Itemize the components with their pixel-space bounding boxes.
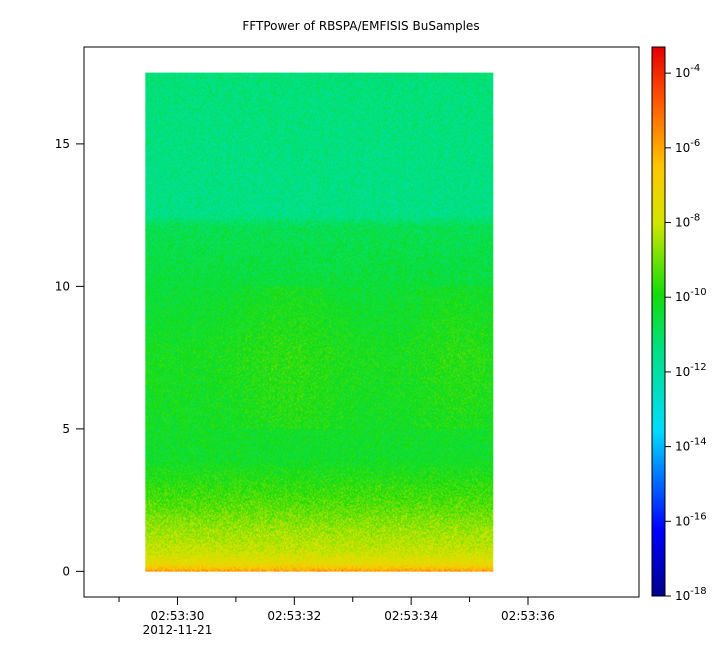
y-tick-label: 10 (55, 279, 70, 293)
x-tick-label: 02:53:32 (267, 609, 321, 623)
colorbar-tick-label: 10-16 (675, 511, 707, 528)
x-tick-label: 02:53:34 (384, 609, 438, 623)
colorbar-gradient (652, 47, 665, 596)
colorbar-frame (651, 46, 666, 597)
y-tick-label: 0 (62, 564, 70, 578)
x-tick-label: 02:53:30 (151, 609, 205, 623)
y-tick-label: 5 (62, 422, 70, 436)
colorbar-tick-label: 10-6 (675, 138, 700, 155)
colorbar-tick-label: 10-14 (675, 437, 707, 454)
y-axis: 0 5 10 15 (55, 137, 84, 578)
colorbar-tick-label: 10-18 (675, 586, 707, 603)
chart-title: FFTPower of RBSPA/EMFISIS BuSamples (242, 19, 479, 33)
colorbar-tick-label: 10-8 (675, 213, 700, 230)
colorbar-tick-label: 10-12 (675, 362, 707, 379)
spectrogram-image (145, 72, 494, 572)
colorbar-tick-label: 10-10 (675, 287, 707, 304)
colorbar-tick-label: 10-4 (675, 63, 700, 80)
plot-frame-outline (83, 46, 640, 598)
y-tick-label: 15 (55, 137, 70, 151)
x-tick-date-label: 2012-11-21 (143, 623, 213, 637)
colorbar-axis: 10-18 10-16 10-14 10-12 10-10 10-8 10-6 10-4 (665, 63, 707, 603)
x-tick-label: 02:53:36 (501, 609, 555, 623)
